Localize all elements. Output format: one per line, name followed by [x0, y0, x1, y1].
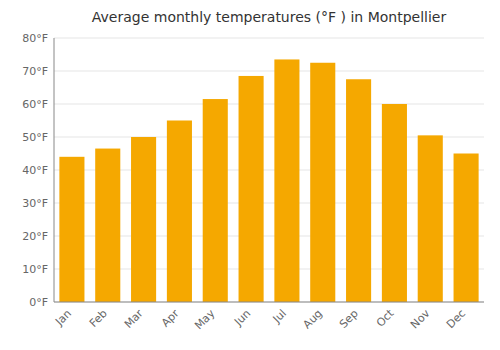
- bar: [454, 154, 479, 303]
- bar: [310, 63, 335, 302]
- x-tick-label: Sep: [337, 307, 361, 331]
- x-tick-label: Jun: [231, 307, 253, 329]
- y-axis: 0°F 10°F 20°F 30°F 40°F 50°F 60°F 70°F 80°F: [22, 32, 48, 309]
- grid-line: [54, 104, 484, 105]
- y-tick-label: 0°F: [29, 296, 48, 309]
- x-tick-label: Dec: [444, 307, 468, 331]
- chart-svg: Average monthly temperatures (°F ) in Mo…: [0, 0, 500, 350]
- y-tick-label: 50°F: [22, 131, 48, 144]
- x-tick-label: Aug: [300, 307, 324, 331]
- x-tick-label: Mar: [122, 307, 146, 331]
- grid: [54, 38, 484, 302]
- y-tick-label: 40°F: [22, 164, 48, 177]
- y-tick-label: 60°F: [22, 98, 48, 111]
- y-tick-label: 10°F: [22, 263, 48, 276]
- x-tick-label: May: [192, 307, 218, 333]
- bar: [59, 157, 84, 302]
- x-tick-label: Jul: [270, 307, 289, 326]
- chart-title: Average monthly temperatures (°F ) in Mo…: [92, 9, 447, 25]
- chart-container: Average monthly temperatures (°F ) in Mo…: [0, 0, 500, 350]
- x-tick-label: Feb: [87, 307, 110, 330]
- grid-line: [54, 38, 484, 39]
- bar: [239, 76, 264, 302]
- x-tick-label: Nov: [408, 307, 433, 332]
- bar: [131, 137, 156, 302]
- grid-line: [54, 71, 484, 72]
- bar: [167, 121, 192, 303]
- y-tick-label: 80°F: [22, 32, 48, 45]
- bar: [95, 149, 120, 302]
- bar: [203, 99, 228, 302]
- bar: [418, 135, 443, 302]
- x-tick-label: Oct: [374, 306, 397, 329]
- y-axis-line: [54, 38, 55, 302]
- y-tick-label: 20°F: [22, 230, 48, 243]
- x-axis: Jan Feb Mar Apr May Jun Jul Aug Sep Oct Nov Dec: [52, 306, 468, 332]
- bar: [346, 79, 371, 302]
- y-tick-label: 30°F: [22, 197, 48, 210]
- x-tick-label: Apr: [159, 307, 182, 330]
- bar: [382, 104, 407, 302]
- bars: [59, 59, 478, 302]
- grid-line: [54, 302, 484, 303]
- x-axis-line: [54, 302, 484, 303]
- y-tick-label: 70°F: [22, 65, 48, 78]
- bar: [274, 59, 299, 302]
- x-tick-label: Jan: [52, 307, 74, 329]
